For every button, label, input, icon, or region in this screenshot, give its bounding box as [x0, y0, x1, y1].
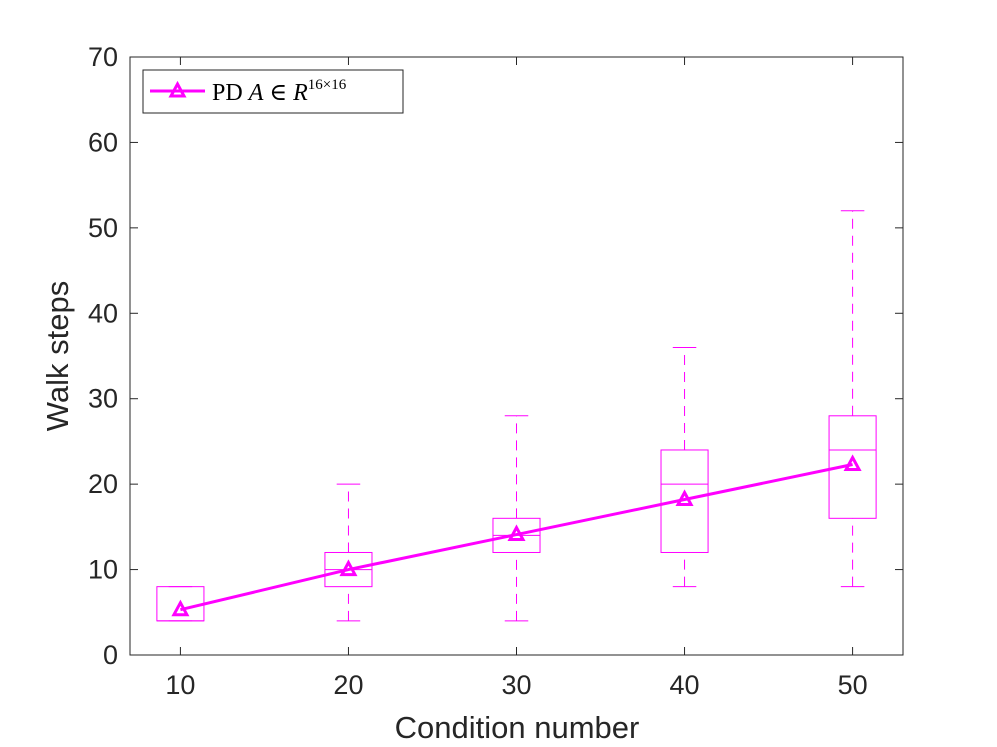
box-50	[828, 210, 877, 588]
box-40	[660, 346, 709, 588]
x-tick-label: 20	[333, 670, 363, 700]
legend: PD A ∈ R16×16	[142, 69, 404, 114]
ticks-layer: 10 20 30 40 50 0 10 20 30 40 50 60 70	[88, 42, 903, 700]
box-iqr	[660, 449, 709, 553]
y-tick-label: 40	[88, 298, 118, 328]
series-line	[180, 463, 853, 612]
y-axis-label: Walk steps	[40, 281, 75, 431]
point-marker-20	[339, 559, 358, 577]
y-tick-label: 10	[88, 555, 118, 585]
legend-label: PD A ∈ R16×16	[212, 77, 347, 106]
legend-set: R	[292, 80, 308, 106]
box-iqr	[828, 415, 877, 519]
y-tick-label: 50	[88, 213, 118, 243]
y-tick-label: 20	[88, 469, 118, 499]
y-tick-label: 30	[88, 384, 118, 414]
point-marker-50	[843, 454, 862, 471]
x-tick-label: 10	[165, 670, 195, 700]
legend-prefix: PD	[212, 80, 249, 106]
y-tick-label: 60	[88, 127, 118, 157]
point-marker-30	[507, 524, 526, 542]
legend-op: ∈	[263, 80, 293, 106]
x-axis-label: Condition number	[395, 710, 640, 745]
x-tick-label: 50	[838, 670, 868, 700]
x-tick-label: 40	[670, 670, 700, 700]
line-layer	[171, 454, 862, 617]
box-30	[492, 415, 541, 622]
legend-triangle-icon	[168, 80, 187, 98]
y-tick-label: 70	[88, 42, 118, 72]
point-marker-10	[171, 599, 190, 617]
point-marker-40	[675, 489, 694, 507]
legend-var: A	[247, 80, 264, 106]
legend-sup: 16×16	[308, 77, 347, 93]
y-tick-label: 0	[103, 640, 118, 670]
x-tick-label: 30	[501, 670, 531, 700]
